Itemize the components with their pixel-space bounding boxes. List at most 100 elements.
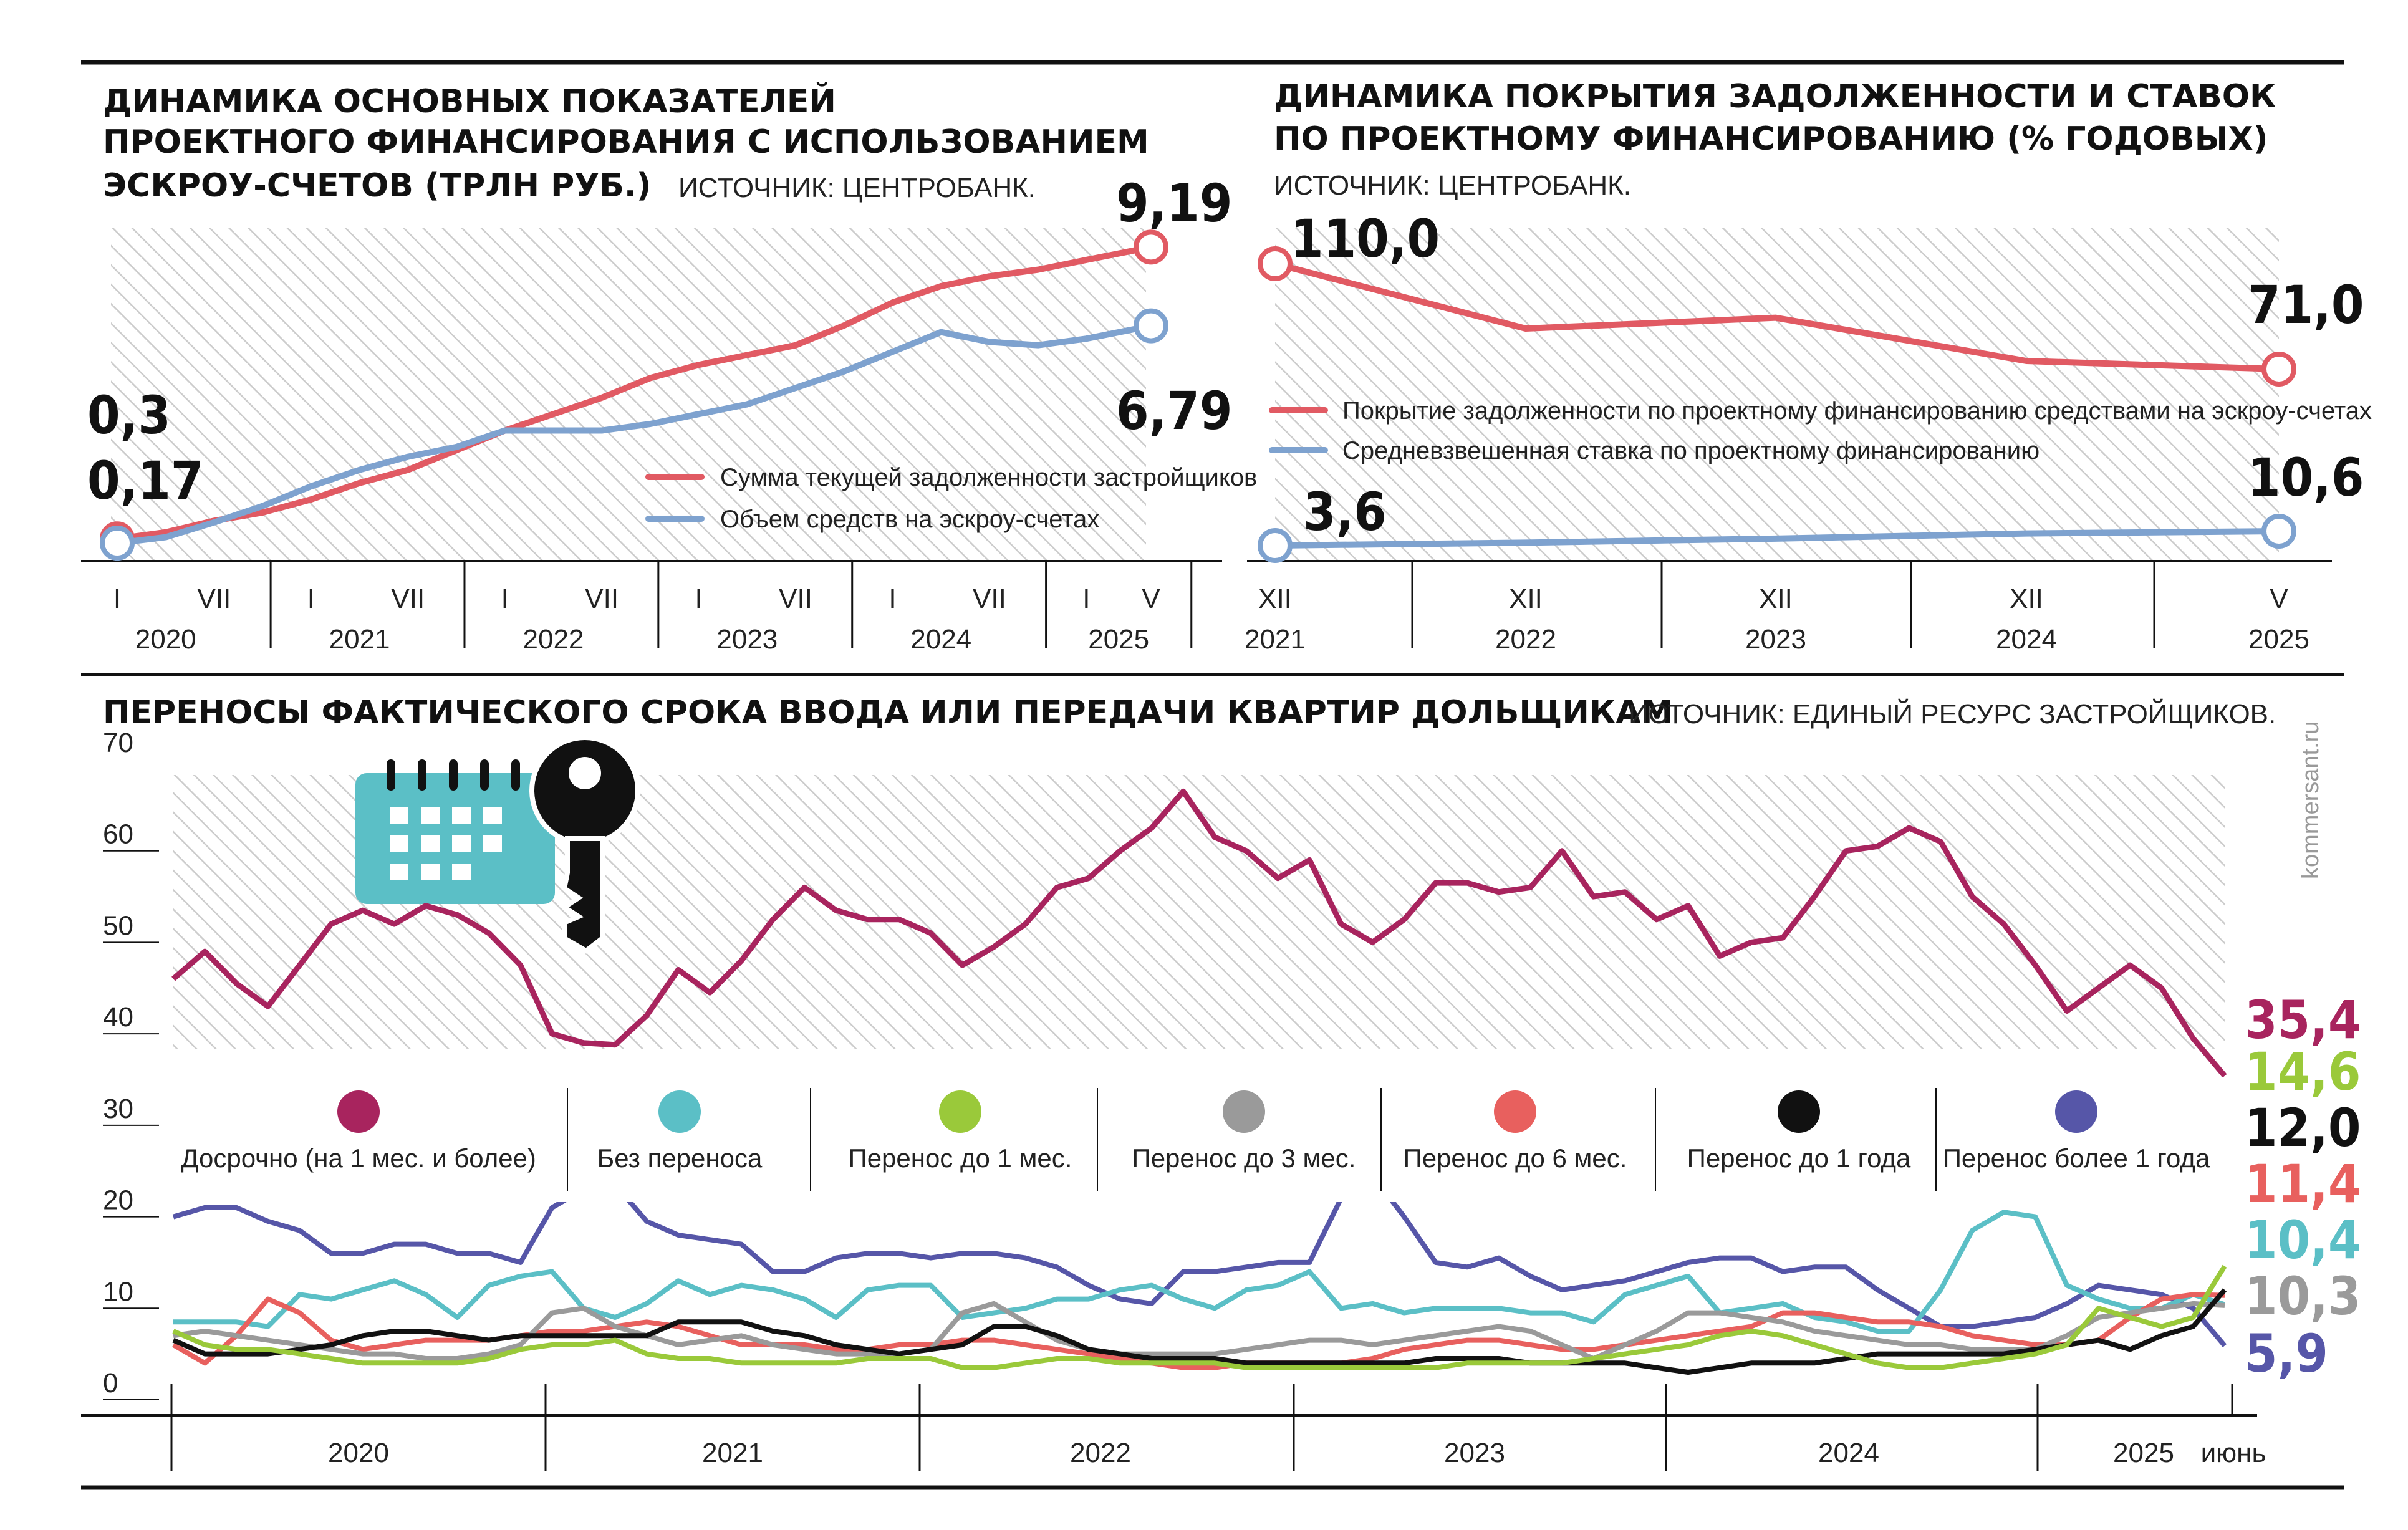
panel1-tick-7: VII bbox=[779, 584, 812, 614]
panel3-end-label-0: 35,4 bbox=[2245, 989, 2361, 1051]
panel3-end-label-3: 10,3 bbox=[2245, 1266, 2361, 1327]
panel2-end-label-coverage: 71,0 bbox=[2248, 274, 2364, 335]
panel3-end-label-4: 11,4 bbox=[2245, 1153, 2361, 1215]
panel-escrow: ДИНАМИКА ОСНОВНЫХ ПОКАЗАТЕЛЕЙ ПРОЕКТНОГО… bbox=[81, 82, 1257, 655]
panel1-x-axis-labels: I VII I VII I VII I VII I VII I V 2020 2021 2022 2023 20… bbox=[113, 561, 1193, 655]
panel3-year-2021: 2021 bbox=[702, 1438, 763, 1468]
panel2-legend: Покрытие задолженности по проектному фин… bbox=[1269, 397, 2372, 464]
legend-debt: Сумма текущей задолженности застройщиков bbox=[720, 464, 1257, 491]
panel1-tick-8: I bbox=[889, 584, 896, 614]
legend-label-3: Перенос до 3 мес. bbox=[1132, 1143, 1356, 1173]
panel1-end-marker-1 bbox=[1134, 308, 1168, 344]
panel2-year-2023: 2023 bbox=[1745, 624, 1806, 655]
panel2-title-line2: ПО ПРОЕКТНОМУ ФИНАНСИРОВАНИЮ (% ГОДОВЫХ) bbox=[1274, 120, 2268, 158]
calendar-key-icon bbox=[355, 735, 640, 954]
panel3-year-2025: 2025 bbox=[2113, 1438, 2174, 1468]
panel3-legend: Досрочно (на 1 мес. и более) Без переноса… bbox=[171, 1077, 2242, 1202]
legend-label-1: Без переноса bbox=[597, 1143, 763, 1173]
panel3-ytick-10: 10 bbox=[103, 1276, 133, 1307]
panel1-start-label-escrow: 0,17 bbox=[87, 450, 203, 511]
panel1-tick-4: I bbox=[501, 584, 509, 614]
panel3-ytick-0: 0 bbox=[103, 1368, 118, 1398]
panel1-tick-11: V bbox=[1142, 584, 1160, 614]
panel3-end-labels: 35,414,612,011,410,410,35,9 bbox=[2245, 989, 2361, 1384]
panel3-ytick-70: 70 bbox=[103, 728, 133, 758]
panel3-ytick-50: 50 bbox=[103, 910, 133, 941]
panel1-start-marker-1 bbox=[100, 526, 135, 561]
panel3-ytick-40: 40 bbox=[103, 1002, 133, 1032]
panel3-line-3 bbox=[173, 1301, 2225, 1361]
panel1-year-2023: 2023 bbox=[716, 624, 778, 655]
legend-dot-5 bbox=[1778, 1090, 1820, 1133]
panel3-line-5 bbox=[172, 1288, 2227, 1375]
panel2-end-marker-0 bbox=[2261, 352, 2296, 387]
panel1-year-2021: 2021 bbox=[329, 624, 390, 655]
panel-postponements: ПЕРЕНОСЫ ФАКТИЧЕСКОГО СРОКА ВВОДА ИЛИ ПЕ… bbox=[81, 694, 2361, 1471]
legend-dot-3 bbox=[1223, 1090, 1265, 1133]
legend-coverage: Покрытие задолженности по проектному фин… bbox=[1342, 397, 2372, 425]
legend-escrow: Объем средств на эскроу-счетах bbox=[720, 506, 1099, 533]
panel1-legend: Сумма текущей задолженности застройщиков… bbox=[645, 464, 1257, 533]
panel3-year-2023: 2023 bbox=[1444, 1438, 1505, 1468]
panel3-year-2024: 2024 bbox=[1818, 1438, 1879, 1468]
panel1-line-1 bbox=[117, 322, 1152, 547]
panel2-tick-1: XII bbox=[1509, 584, 1543, 614]
panel2-start-label-coverage: 110,0 bbox=[1291, 208, 1440, 269]
panel3-end-label-5: 12,0 bbox=[2245, 1097, 2361, 1158]
panel3-y-axis: 0 10 20 30 40 50 60 70 bbox=[103, 728, 159, 1400]
panel2-series: 110,0 71,0 3,6 10,6 bbox=[1258, 208, 2364, 563]
panel3-ytick-30: 30 bbox=[103, 1094, 133, 1124]
panel1-tick-5: VII bbox=[585, 584, 619, 614]
panel1-year-2025: 2025 bbox=[1088, 624, 1149, 655]
panel3-line-0 bbox=[171, 788, 2227, 1078]
panel1-title-line2: ПРОЕКТНОГО ФИНАНСИРОВАНИЯ С ИСПОЛЬЗОВАНИ… bbox=[103, 123, 1149, 161]
panel3-ytick-60: 60 bbox=[103, 819, 133, 850]
panel2-tick-2: XII bbox=[1759, 584, 1793, 614]
panel1-tick-10: I bbox=[1082, 584, 1090, 614]
legend-dot-1 bbox=[658, 1090, 701, 1133]
panel3-source: ИСТОЧНИК: ЕДИНЫЙ РЕСУРС ЗАСТРОЙЩИКОВ. bbox=[1629, 698, 2276, 729]
panel1-tick-9: VII bbox=[973, 584, 1006, 614]
panel2-start-label-rate: 3,6 bbox=[1303, 481, 1387, 542]
panel1-tick-2: I bbox=[307, 584, 315, 614]
panel2-x-axis-labels: XII 2021 XII 2022 XII 2023 XII 2024 V 2025 bbox=[1245, 561, 2309, 655]
panel3-x-axis-labels: 2020 2021 2022 2023 2024 2025 июнь bbox=[170, 1384, 2266, 1471]
panel3-series bbox=[171, 788, 2227, 1375]
panel3-year-2020: 2020 bbox=[328, 1438, 389, 1468]
brand-credit: kommersant.ru bbox=[2298, 721, 2324, 879]
panel1-title-line3: ЭСКРОУ-СЧЕТОВ (ТРЛН РУБ.) bbox=[103, 167, 651, 204]
panel1-tick-6: I bbox=[695, 584, 703, 614]
panel2-line-0 bbox=[1274, 261, 2280, 372]
panel1-tick-0: I bbox=[113, 584, 121, 614]
panel2-end-marker-1 bbox=[2261, 514, 2296, 549]
panel2-tick-0: XII bbox=[1258, 584, 1292, 614]
legend-label-4: Перенос до 6 мес. bbox=[1404, 1143, 1627, 1173]
panel3-ytick-20: 20 bbox=[103, 1185, 133, 1216]
panel-coverage: ДИНАМИКА ПОКРЫТИЯ ЗАДОЛЖЕННОСТИ И СТАВОК… bbox=[1245, 78, 2372, 655]
panel2-start-marker-0 bbox=[1258, 246, 1293, 281]
panel1-end-label-debt: 9,19 bbox=[1116, 173, 1232, 234]
legend-label-5: Перенос до 1 года bbox=[1687, 1143, 1911, 1173]
panel3-line-2 bbox=[172, 1264, 2227, 1370]
legend-dot-6 bbox=[2055, 1090, 2097, 1133]
panel2-year-2021: 2021 bbox=[1245, 624, 1306, 655]
panel2-year-2022: 2022 bbox=[1495, 624, 1556, 655]
panel3-month-june: июнь bbox=[2201, 1438, 2266, 1468]
legend-dot-4 bbox=[1494, 1090, 1536, 1133]
panel2-year-2024: 2024 bbox=[1996, 624, 2057, 655]
panel1-source: ИСТОЧНИК: ЦЕНТРОБАНК. bbox=[678, 173, 1036, 203]
panel1-year-2020: 2020 bbox=[135, 624, 196, 655]
panel3-end-label-1: 10,4 bbox=[2245, 1210, 2361, 1271]
legend-dot-0 bbox=[337, 1090, 380, 1133]
panel1-tick-1: VII bbox=[198, 584, 231, 614]
panel1-title-line1: ДИНАМИКА ОСНОВНЫХ ПОКАЗАТЕЛЕЙ bbox=[103, 82, 836, 120]
legend-dot-2 bbox=[939, 1090, 981, 1133]
panel2-tick-3: XII bbox=[2010, 584, 2043, 614]
legend-label-0: Досрочно (на 1 мес. и более) bbox=[181, 1143, 536, 1173]
panel1-end-marker-0 bbox=[1134, 229, 1168, 265]
panel1-series: 0,30,17 9,19 6,79 bbox=[87, 173, 1232, 561]
panel3-line-6 bbox=[172, 1173, 2227, 1347]
legend-rate: Средневзвешенная ставка по проектному фи… bbox=[1342, 437, 2040, 464]
panel1-end-label-escrow: 6,79 bbox=[1116, 380, 1232, 441]
